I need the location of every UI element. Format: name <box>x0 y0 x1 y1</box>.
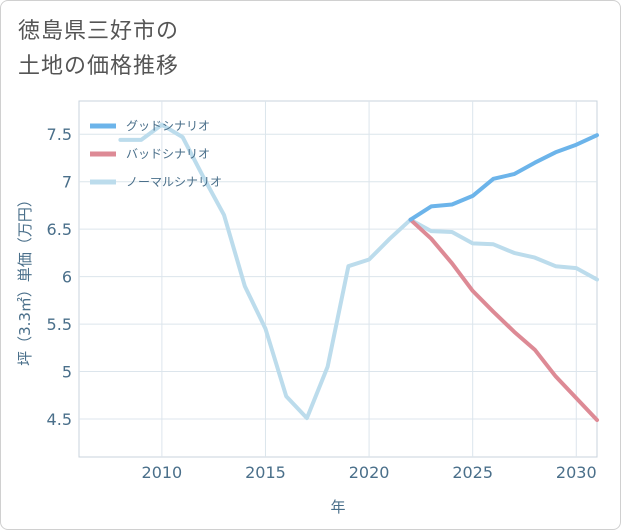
y-tick-label: 4.5 <box>47 410 72 429</box>
x-axis-title: 年 <box>330 498 345 516</box>
y-tick-label: 5 <box>62 363 72 382</box>
x-axis-ticks: 2010 2015 2020 2025 2030 <box>142 463 597 482</box>
y-tick-label: 7.5 <box>47 125 72 144</box>
plot-area <box>78 100 598 458</box>
y-axis-title: 坪（3.3㎡）単価（万円） <box>16 192 34 366</box>
chart-title: 徳島県三好市の 土地の価格推移 <box>18 14 179 84</box>
legend-label: ノーマルシナリオ <box>126 175 222 189</box>
x-tick-label: 2015 <box>245 463 286 482</box>
series-line <box>118 122 599 421</box>
x-tick-label: 2020 <box>349 463 390 482</box>
x-tick-label: 2025 <box>452 463 493 482</box>
series-line <box>408 133 599 222</box>
y-tick-label: 5.5 <box>47 315 72 334</box>
y-tick-label: 6 <box>62 268 72 287</box>
x-tick-label: 2030 <box>556 463 597 482</box>
series-lines <box>118 122 599 422</box>
y-axis-ticks: 4.5 5 5.5 6 6.5 7 7.5 <box>47 125 72 429</box>
x-tick-label: 2010 <box>142 463 183 482</box>
legend-label: グッドシナリオ <box>126 119 210 133</box>
y-tick-label: 7 <box>62 173 72 192</box>
title-line-1: 徳島県三好市の <box>18 19 180 44</box>
title-line-2: 土地の価格推移 <box>18 54 180 79</box>
grid-lines <box>79 101 597 457</box>
legend-label: バッドシナリオ <box>126 147 210 161</box>
y-tick-label: 6.5 <box>47 220 72 239</box>
series-line <box>408 217 599 422</box>
